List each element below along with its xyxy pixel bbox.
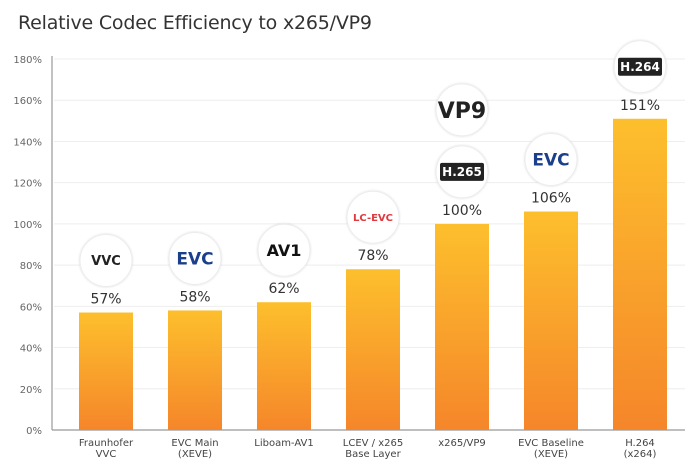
y-tick-label: 0% (26, 426, 42, 437)
y-tick-label: 140% (13, 137, 42, 148)
logo-badge (618, 57, 662, 76)
y-tick-label: 60% (20, 302, 42, 313)
x-tick-label: EVC Baseline (518, 438, 584, 449)
logo-circle (168, 231, 222, 285)
x-tick-label: H.264 (625, 438, 655, 449)
data-label: 57% (90, 292, 121, 308)
x-tick-label: LCEV / x265 (343, 438, 403, 449)
data-label: 151% (620, 98, 660, 114)
bar (435, 223, 489, 430)
codec-logo-vp9: VP9 (438, 99, 486, 124)
x-tick-label: x265/VP9 (438, 438, 486, 449)
x-tick-label: (XEVE) (178, 449, 212, 460)
chart-title: Relative Codec Efficiency to x265/VP9 (18, 12, 372, 34)
x-tick-label: Liboam-AV1 (254, 438, 313, 449)
x-tick-label: Base Layer (345, 449, 401, 460)
logo-badge (440, 162, 484, 181)
bar (524, 211, 578, 430)
codec-logo-av1: AV1 (267, 241, 302, 260)
y-tick-label: 180% (13, 55, 42, 66)
bar (79, 312, 133, 430)
x-tick-label: (XEVE) (534, 449, 568, 460)
bar (168, 310, 222, 430)
logo-circle (524, 133, 578, 187)
codec-logo-lcevc: LC-EVC (353, 213, 393, 224)
codec-logo-evc: EVC (176, 250, 213, 270)
codec-logo-h264: H.264 (620, 60, 660, 74)
codec-logo-h265: H.265 (442, 165, 482, 179)
y-tick-label: 20% (20, 385, 42, 396)
y-tick-label: 100% (13, 220, 42, 231)
x-tick-label: VVC (96, 449, 117, 460)
logo-circle (79, 234, 133, 288)
y-tick-label: 80% (20, 261, 42, 272)
logo-circle (257, 223, 311, 277)
logo-circle (435, 83, 489, 137)
y-tick-label: 160% (13, 96, 42, 107)
x-tick-label: Fraunhofer (79, 438, 134, 449)
logo-circle (346, 190, 400, 244)
codec-logo-evc: EVC (532, 151, 569, 171)
data-label: 58% (179, 289, 210, 305)
bar (613, 118, 667, 431)
data-label: 100% (442, 203, 482, 219)
y-tick-label: 120% (13, 179, 42, 190)
data-label: 78% (357, 248, 388, 264)
x-tick-label: EVC Main (171, 438, 218, 449)
bar (257, 302, 311, 430)
bar (346, 269, 400, 430)
data-label: 62% (268, 281, 299, 297)
codec-logo-vvc: VVC (91, 254, 121, 269)
y-tick-label: 40% (20, 344, 42, 355)
x-tick-label: (x264) (624, 449, 657, 460)
data-label: 106% (531, 191, 571, 207)
